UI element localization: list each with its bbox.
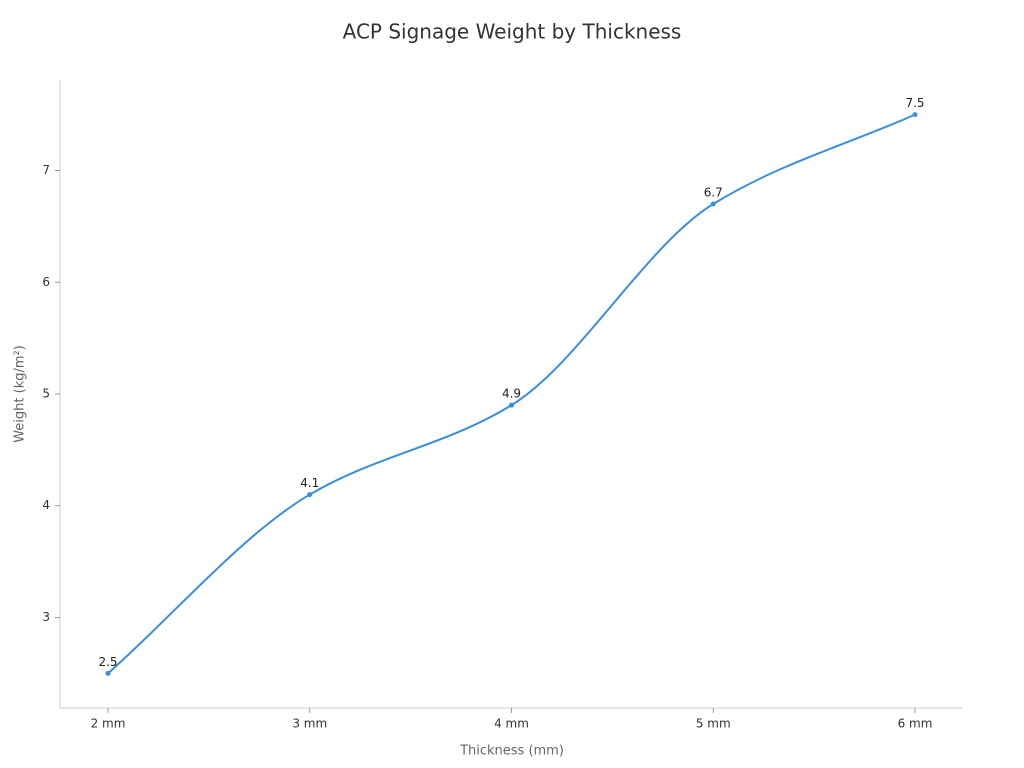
x-tick-label: 5 mm	[696, 717, 731, 731]
x-tick-label: 2 mm	[91, 717, 126, 731]
x-tick-label: 3 mm	[292, 717, 327, 731]
y-tick-label: 6	[42, 275, 50, 289]
chart-title: ACP Signage Weight by Thickness	[343, 20, 682, 44]
x-tick-label: 6 mm	[898, 717, 933, 731]
data-label: 7.5	[905, 96, 924, 110]
point	[912, 112, 918, 118]
y-axis-title: Weight (kg/m²)	[13, 345, 28, 443]
x-tick-label: 4 mm	[494, 717, 529, 731]
x-axis-title: Thickness (mm)	[459, 744, 564, 759]
y-tick-label: 5	[42, 387, 50, 401]
data-label: 4.9	[502, 387, 521, 401]
y-tick-label: 4	[42, 498, 50, 512]
data-label: 6.7	[704, 186, 723, 200]
data-label: 4.1	[300, 476, 319, 490]
y-tick-label: 3	[42, 610, 50, 624]
point	[105, 670, 111, 676]
point	[307, 492, 313, 498]
y-tick-label: 7	[42, 163, 50, 177]
point	[710, 201, 716, 207]
point	[509, 402, 514, 408]
data-label: 2.5	[98, 655, 117, 669]
